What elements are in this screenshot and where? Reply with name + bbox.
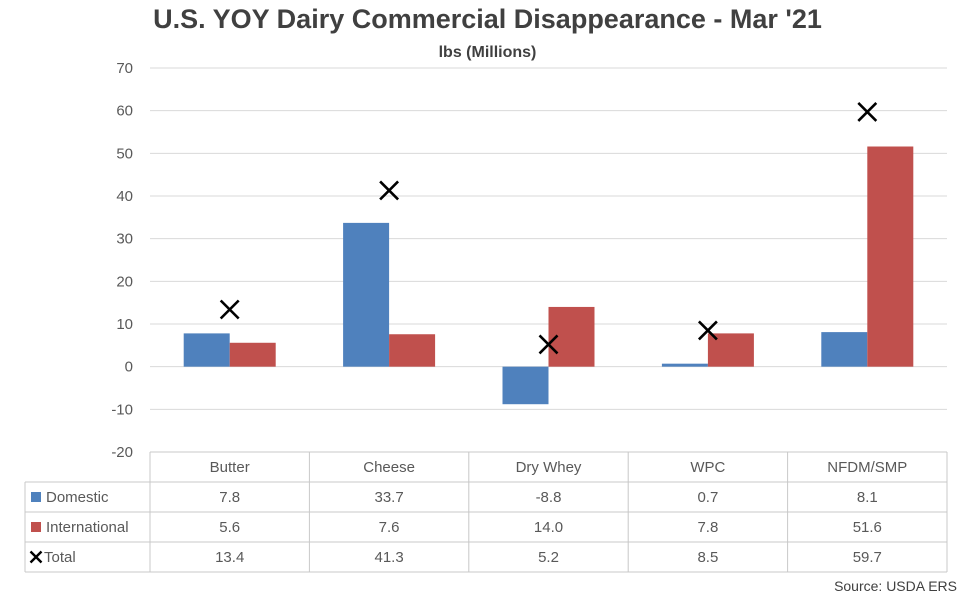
source-note: Source: USDA ERS bbox=[834, 578, 957, 594]
data-label: 0.7 bbox=[697, 489, 718, 506]
data-label: 7.8 bbox=[219, 489, 240, 506]
legend-label: Total bbox=[44, 549, 76, 566]
total-marker bbox=[219, 299, 240, 320]
data-label: 8.5 bbox=[697, 549, 718, 566]
data-label: -8.8 bbox=[536, 489, 562, 506]
category-label: Butter bbox=[210, 459, 250, 476]
legend-label: Domestic bbox=[46, 489, 109, 506]
y-tick-label: 10 bbox=[116, 316, 133, 333]
data-label: 5.6 bbox=[219, 519, 240, 536]
category-label: NFDM/SMP bbox=[827, 459, 907, 476]
category-label: WPC bbox=[690, 459, 725, 476]
data-label: 13.4 bbox=[215, 549, 244, 566]
category-label: Cheese bbox=[363, 459, 415, 476]
data-label: 5.2 bbox=[538, 549, 559, 566]
data-label: 41.3 bbox=[374, 549, 403, 566]
bar-domestic bbox=[502, 366, 549, 405]
data-label: 7.8 bbox=[697, 519, 718, 536]
total-marker bbox=[538, 334, 559, 355]
bar-international bbox=[867, 146, 914, 367]
legend-label: International bbox=[46, 519, 129, 536]
y-tick-label: -20 bbox=[111, 444, 133, 461]
legend-key-total bbox=[29, 550, 43, 564]
total-marker bbox=[697, 320, 718, 341]
data-label: 8.1 bbox=[857, 489, 878, 506]
total-marker bbox=[379, 180, 400, 201]
bar-domestic bbox=[821, 332, 868, 367]
category-label: Dry Whey bbox=[516, 459, 582, 476]
chart-title: U.S. YOY Dairy Commercial Disappearance … bbox=[153, 4, 822, 34]
y-tick-label: 20 bbox=[116, 273, 133, 290]
chart-subtitle: lbs (Millions) bbox=[438, 44, 537, 61]
y-tick-label: 30 bbox=[116, 231, 133, 248]
y-tick-label: 50 bbox=[116, 145, 133, 162]
legend-key-domestic bbox=[31, 492, 41, 502]
bar-domestic bbox=[661, 363, 708, 367]
bar-international bbox=[389, 334, 436, 367]
y-tick-label: 60 bbox=[116, 103, 133, 120]
bar-domestic bbox=[343, 222, 390, 367]
bar-domestic bbox=[183, 333, 230, 367]
data-label: 33.7 bbox=[374, 489, 403, 506]
legend-key-international bbox=[31, 522, 41, 532]
y-tick-label: 40 bbox=[116, 188, 133, 205]
data-label: 51.6 bbox=[853, 519, 882, 536]
y-tick-label: 70 bbox=[116, 60, 133, 77]
y-tick-label: -10 bbox=[111, 401, 133, 418]
data-label: 7.6 bbox=[379, 519, 400, 536]
bar-international bbox=[229, 342, 276, 367]
total-marker bbox=[857, 102, 878, 122]
y-tick-label: 0 bbox=[125, 359, 133, 376]
data-label: 14.0 bbox=[534, 519, 563, 536]
data-label: 59.7 bbox=[853, 549, 882, 566]
